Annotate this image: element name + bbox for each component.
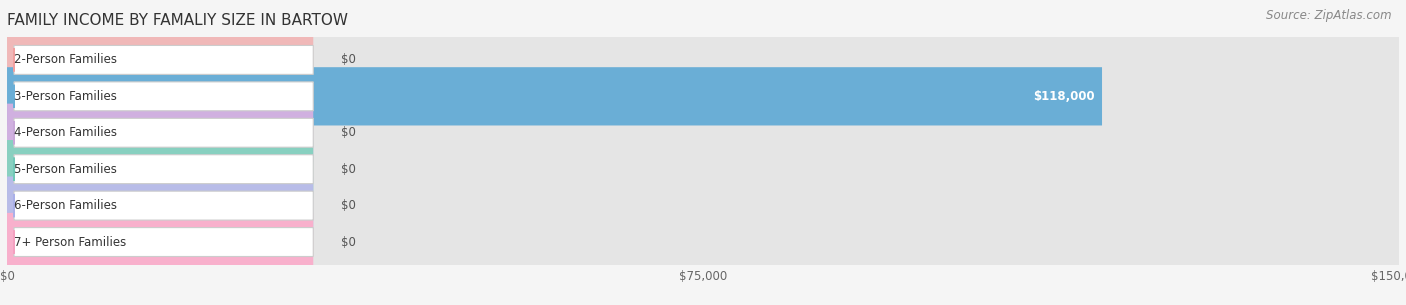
FancyBboxPatch shape [7, 213, 1399, 271]
FancyBboxPatch shape [14, 82, 314, 111]
FancyBboxPatch shape [14, 118, 314, 147]
FancyBboxPatch shape [14, 228, 314, 257]
Text: $118,000: $118,000 [1033, 90, 1095, 103]
FancyBboxPatch shape [14, 191, 314, 220]
Text: 6-Person Families: 6-Person Families [14, 199, 117, 212]
FancyBboxPatch shape [7, 177, 314, 235]
FancyBboxPatch shape [7, 67, 1399, 125]
Text: $0: $0 [342, 53, 356, 66]
FancyBboxPatch shape [14, 155, 314, 184]
FancyBboxPatch shape [7, 213, 314, 271]
Text: $0: $0 [342, 235, 356, 249]
FancyBboxPatch shape [7, 104, 1399, 162]
FancyBboxPatch shape [7, 177, 1399, 235]
FancyBboxPatch shape [7, 140, 314, 198]
Text: FAMILY INCOME BY FAMALIY SIZE IN BARTOW: FAMILY INCOME BY FAMALIY SIZE IN BARTOW [7, 13, 349, 28]
FancyBboxPatch shape [7, 31, 1399, 89]
Text: 7+ Person Families: 7+ Person Families [14, 235, 127, 249]
FancyBboxPatch shape [7, 140, 1399, 198]
Text: $0: $0 [342, 126, 356, 139]
FancyBboxPatch shape [7, 67, 1102, 125]
FancyBboxPatch shape [7, 31, 314, 89]
Text: $0: $0 [342, 199, 356, 212]
Text: Source: ZipAtlas.com: Source: ZipAtlas.com [1267, 9, 1392, 22]
Text: 5-Person Families: 5-Person Families [14, 163, 117, 176]
Text: 2-Person Families: 2-Person Families [14, 53, 117, 66]
Text: 3-Person Families: 3-Person Families [14, 90, 117, 103]
FancyBboxPatch shape [7, 104, 314, 162]
FancyBboxPatch shape [14, 45, 314, 74]
Text: $0: $0 [342, 163, 356, 176]
Text: 4-Person Families: 4-Person Families [14, 126, 117, 139]
